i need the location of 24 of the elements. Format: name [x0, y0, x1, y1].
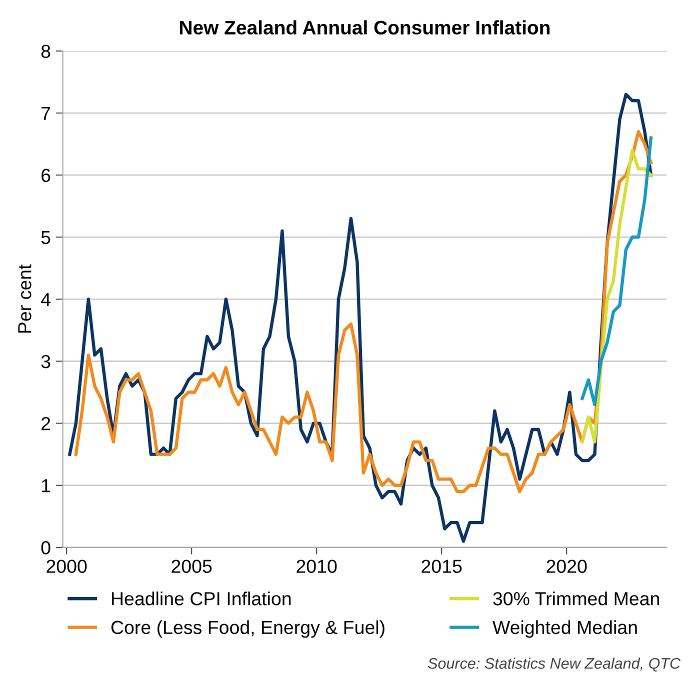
x-tick-label: 2000: [46, 560, 87, 573]
line-series: [580, 136, 653, 406]
legend-label: Headline CPI Inflation: [112, 592, 291, 606]
y-axis-title: Per cent: [18, 264, 32, 333]
y-tick-label: 7: [42, 106, 50, 120]
y-tick-label: 6: [42, 168, 50, 182]
y-tick-label: 4: [41, 293, 50, 306]
y-tick-label: 0: [41, 541, 50, 554]
x-tick-label: 2010: [296, 560, 337, 573]
x-tick-label: 2005: [172, 560, 212, 573]
legend-label: Weighted Median: [492, 620, 637, 638]
line-series: [74, 130, 653, 494]
y-tick-label: 2: [42, 417, 50, 430]
chart-title: New Zealand Annual Consumer Inflation: [180, 20, 550, 35]
line-series: [580, 148, 653, 444]
legend-label: 30% Trimmed Mean: [493, 592, 659, 606]
y-tick-label: 8: [41, 44, 50, 58]
source-note: Source: Statistics New Zealand, QTC: [428, 658, 681, 672]
y-tick-label: 3: [41, 354, 50, 368]
legend-label: Core (Less Food, Energy & Fuel): [111, 620, 384, 638]
x-tick-label: 2015: [422, 560, 462, 573]
x-tick-label: 2020: [546, 560, 587, 573]
y-tick-label: 5: [41, 231, 50, 244]
y-tick-label: 1: [42, 479, 50, 492]
